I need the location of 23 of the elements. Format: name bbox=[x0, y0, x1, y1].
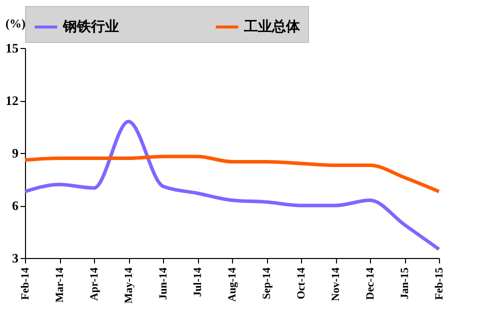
x-tick-label: Jan-15 bbox=[399, 267, 411, 300]
x-tick-label: Apr-14 bbox=[88, 267, 100, 301]
y-tick-label: 15 bbox=[6, 40, 19, 56]
x-tick-label: Mar-14 bbox=[54, 267, 66, 303]
legend-label: 钢铁行业 bbox=[62, 19, 119, 35]
y-tick-label: 3 bbox=[12, 250, 19, 266]
legend-label: 工业总体 bbox=[243, 19, 301, 35]
x-tick-label: Jul-14 bbox=[192, 267, 204, 297]
line-series bbox=[23, 154, 441, 194]
x-tick-label: Oct-14 bbox=[296, 267, 308, 300]
y-tick-label: 9 bbox=[12, 146, 19, 160]
x-tick-label: May-14 bbox=[123, 267, 135, 304]
line-series bbox=[23, 120, 441, 251]
y-tick-label: 12 bbox=[6, 93, 18, 108]
x-tick-label: Feb-14 bbox=[20, 267, 32, 300]
y-axis-title: (%) bbox=[6, 16, 26, 30]
x-tick-label: Sep-14 bbox=[261, 267, 273, 300]
x-tick-label: Aug-14 bbox=[226, 267, 238, 302]
x-tick-label: Nov-14 bbox=[330, 267, 342, 302]
x-tick-label: Dec-14 bbox=[364, 267, 376, 300]
x-tick-label: Feb-15 bbox=[434, 267, 446, 300]
x-tick-label: Jun-14 bbox=[158, 267, 170, 300]
y-tick-label: 6 bbox=[12, 198, 19, 213]
